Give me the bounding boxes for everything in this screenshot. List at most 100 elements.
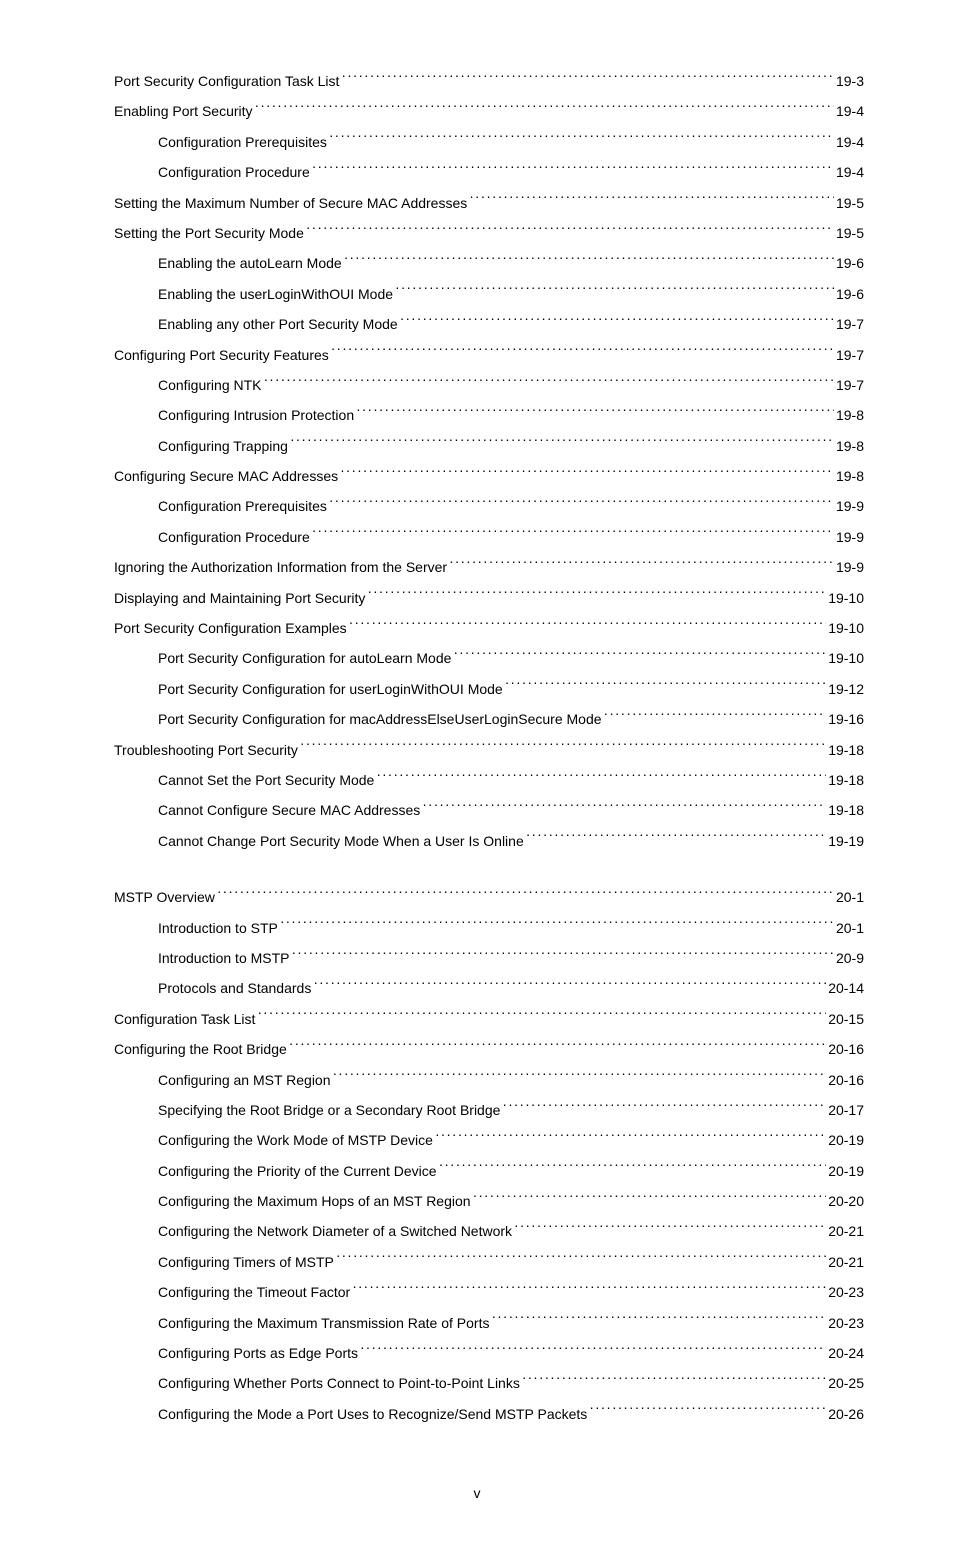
toc-leader-dots bbox=[329, 497, 834, 511]
toc-entry[interactable]: Port Security Configuration for userLogi… bbox=[90, 678, 864, 700]
toc-entry-page: 19-5 bbox=[836, 192, 864, 214]
toc-entry-page: 19-5 bbox=[836, 222, 864, 244]
toc-entry-page: 20-9 bbox=[836, 947, 864, 969]
toc-entry-page: 20-1 bbox=[836, 917, 864, 939]
toc-entry[interactable]: Port Security Configuration Examples 19-1… bbox=[90, 617, 864, 639]
toc-entry-page: 19-18 bbox=[828, 799, 864, 821]
toc-entry[interactable]: Introduction to STP20-1 bbox=[90, 917, 864, 939]
toc-entry-label: MSTP Overview bbox=[114, 886, 215, 908]
toc-entry[interactable]: Configuring Ports as Edge Ports20-24 bbox=[90, 1342, 864, 1364]
toc-entry[interactable]: Displaying and Maintaining Port Security… bbox=[90, 587, 864, 609]
toc-entry[interactable]: Configuring the Priority of the Current … bbox=[90, 1160, 864, 1182]
toc-leader-dots bbox=[453, 649, 826, 663]
toc-entry-page: 19-9 bbox=[836, 495, 864, 517]
toc-entry-label: Specifying the Root Bridge or a Secondar… bbox=[158, 1099, 500, 1121]
toc-entry[interactable]: Configuration Prerequisites 19-9 bbox=[90, 495, 864, 517]
toc-entry-label: Port Security Configuration for macAddre… bbox=[158, 708, 602, 730]
toc-entry[interactable]: Cannot Configure Secure MAC Addresses 19-… bbox=[90, 799, 864, 821]
toc-leader-dots bbox=[312, 528, 834, 542]
toc-entry[interactable]: Protocols and Standards20-14 bbox=[90, 977, 864, 999]
toc-entry-label: Configuring Whether Ports Connect to Poi… bbox=[158, 1372, 520, 1394]
toc-entry-page: 20-21 bbox=[828, 1220, 864, 1242]
toc-entry[interactable]: Configuration Procedure19-4 bbox=[90, 161, 864, 183]
toc-entry[interactable]: Configuring the Root Bridge 20-16 bbox=[90, 1038, 864, 1060]
toc-entry-page: 19-6 bbox=[836, 283, 864, 305]
toc-leader-dots bbox=[333, 1071, 827, 1085]
toc-entry-page: 19-16 bbox=[828, 708, 864, 730]
toc-entry-label: Configuration Prerequisites bbox=[158, 495, 327, 517]
toc-entry[interactable]: Configuring Whether Ports Connect to Poi… bbox=[90, 1372, 864, 1394]
toc-leader-dots bbox=[589, 1405, 826, 1419]
toc-entry[interactable]: Cannot Set the Port Security Mode19-18 bbox=[90, 769, 864, 791]
toc-entry-page: 19-3 bbox=[836, 70, 864, 92]
toc-entry-page: 20-16 bbox=[828, 1038, 864, 1060]
toc-entry-label: Port Security Configuration Examples bbox=[114, 617, 347, 639]
toc-entry[interactable]: Configuring Trapping19-8 bbox=[90, 435, 864, 457]
toc-entry-label: Cannot Configure Secure MAC Addresses bbox=[158, 799, 420, 821]
toc-entry[interactable]: Configuring Secure MAC Addresses19-8 bbox=[90, 465, 864, 487]
toc-entry[interactable]: Configuring an MST Region20-16 bbox=[90, 1069, 864, 1091]
toc-entry-page: 19-10 bbox=[828, 647, 864, 669]
toc-entry-label: Setting the Port Security Mode bbox=[114, 222, 304, 244]
toc-entry[interactable]: Port Security Configuration for autoLear… bbox=[90, 647, 864, 669]
toc-entry[interactable]: Configuration Procedure19-9 bbox=[90, 526, 864, 548]
toc-entry-page: 20-17 bbox=[828, 1099, 864, 1121]
table-of-contents: Port Security Configuration Task List19-… bbox=[90, 70, 864, 1425]
toc-entry-label: Configuring the Work Mode of MSTP Device bbox=[158, 1129, 433, 1151]
toc-entry[interactable]: Configuring the Maximum Transmission Rat… bbox=[90, 1312, 864, 1334]
toc-entry[interactable]: Enabling the userLoginWithOUI Mode19-6 bbox=[90, 283, 864, 305]
toc-entry-page: 19-10 bbox=[828, 617, 864, 639]
toc-entry-page: 19-7 bbox=[836, 374, 864, 396]
toc-entry-page: 20-24 bbox=[828, 1342, 864, 1364]
toc-leader-dots bbox=[435, 1131, 826, 1145]
toc-leader-dots bbox=[473, 1192, 827, 1206]
toc-entry[interactable]: Configuration Prerequisites19-4 bbox=[90, 131, 864, 153]
toc-entry-label: Introduction to MSTP bbox=[158, 947, 290, 969]
toc-entry[interactable]: Configuring Intrusion Protection19-8 bbox=[90, 404, 864, 426]
toc-entry[interactable]: Configuring the Network Diameter of a Sw… bbox=[90, 1220, 864, 1242]
toc-entry-label: Enabling the autoLearn Mode bbox=[158, 252, 342, 274]
toc-leader-dots bbox=[306, 224, 834, 238]
toc-entry[interactable]: Introduction to MSTP 20-9 bbox=[90, 947, 864, 969]
toc-leader-dots bbox=[313, 979, 826, 993]
toc-entry[interactable]: Configuring the Work Mode of MSTP Device… bbox=[90, 1129, 864, 1151]
toc-entry[interactable]: Enabling any other Port Security Mode19-… bbox=[90, 313, 864, 335]
toc-entry-page: 19-8 bbox=[836, 465, 864, 487]
toc-entry[interactable]: Specifying the Root Bridge or a Secondar… bbox=[90, 1099, 864, 1121]
toc-entry[interactable]: Configuration Task List20-15 bbox=[90, 1008, 864, 1030]
toc-entry[interactable]: Setting the Maximum Number of Secure MAC… bbox=[90, 192, 864, 214]
toc-entry-page: 19-8 bbox=[836, 435, 864, 457]
toc-entry-page: 20-23 bbox=[828, 1312, 864, 1334]
toc-entry[interactable]: Configuring NTK19-7 bbox=[90, 374, 864, 396]
toc-entry[interactable]: Configuring Port Security Features19-7 bbox=[90, 344, 864, 366]
toc-entry-label: Configuring the Mode a Port Uses to Reco… bbox=[158, 1403, 587, 1425]
toc-entry-page: 20-20 bbox=[828, 1190, 864, 1212]
toc-entry-label: Configuration Procedure bbox=[158, 161, 310, 183]
toc-entry-page: 20-21 bbox=[828, 1251, 864, 1273]
toc-leader-dots bbox=[376, 771, 826, 785]
toc-leader-dots bbox=[217, 888, 834, 902]
toc-entry[interactable]: Configuring the Mode a Port Uses to Reco… bbox=[90, 1403, 864, 1425]
toc-entry-label: Configuring the Timeout Factor bbox=[158, 1281, 350, 1303]
toc-entry[interactable]: Configuring the Maximum Hops of an MST R… bbox=[90, 1190, 864, 1212]
toc-entry[interactable]: Port Security Configuration for macAddre… bbox=[90, 708, 864, 730]
toc-leader-dots bbox=[522, 1374, 826, 1388]
page-number: v bbox=[90, 1485, 864, 1501]
toc-entry[interactable]: Setting the Port Security Mode 19-5 bbox=[90, 222, 864, 244]
toc-leader-dots bbox=[312, 163, 834, 177]
toc-entry[interactable]: Ignoring the Authorization Information f… bbox=[90, 556, 864, 578]
toc-entry[interactable]: Troubleshooting Port Security19-18 bbox=[90, 739, 864, 761]
toc-entry-label: Configuring the Root Bridge bbox=[114, 1038, 287, 1060]
toc-entry-label: Configuration Task List bbox=[114, 1008, 255, 1030]
toc-entry[interactable]: Port Security Configuration Task List19-… bbox=[90, 70, 864, 92]
toc-entry[interactable]: Cannot Change Port Security Mode When a … bbox=[90, 830, 864, 852]
toc-entry[interactable]: Enabling Port Security19-4 bbox=[90, 100, 864, 122]
toc-leader-dots bbox=[289, 1040, 826, 1054]
toc-entry[interactable]: Configuring the Timeout Factor20-23 bbox=[90, 1281, 864, 1303]
toc-entry-label: Configuring the Maximum Transmission Rat… bbox=[158, 1312, 489, 1334]
toc-entry[interactable]: Enabling the autoLearn Mode19-6 bbox=[90, 252, 864, 274]
toc-entry-page: 20-26 bbox=[828, 1403, 864, 1425]
toc-entry-page: 19-10 bbox=[828, 587, 864, 609]
toc-entry[interactable]: Configuring Timers of MSTP20-21 bbox=[90, 1251, 864, 1273]
toc-entry[interactable]: MSTP Overview20-1 bbox=[90, 886, 864, 908]
